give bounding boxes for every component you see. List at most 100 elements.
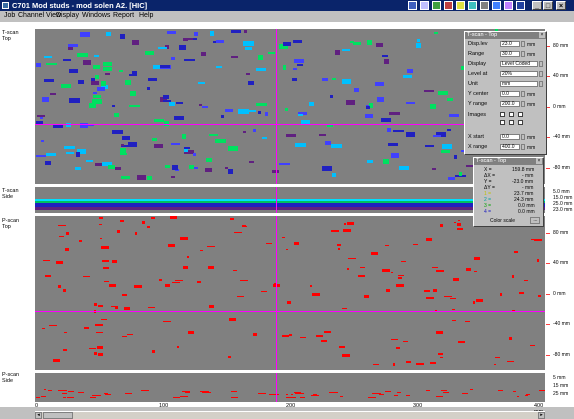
tscan-indication [75,167,81,170]
toolbar-icon-5[interactable] [456,1,465,10]
pscan-indication [42,328,45,329]
tscan-indication [202,106,208,108]
image-5-checkbox[interactable] [509,120,514,125]
pscan-indication [63,349,67,351]
disp-lev-input[interactable]: 23.0 [500,41,520,47]
unit-select[interactable]: mm [500,81,538,87]
menu-job[interactable]: Job [4,12,16,19]
toolbar-icon-10[interactable] [516,1,525,10]
menu-windows[interactable]: Windows [82,12,111,19]
menu-channel-view[interactable]: Channel View [18,12,62,19]
toolbar-icon-8[interactable] [492,1,501,10]
image-2-checkbox[interactable] [509,112,514,117]
pscan-indication [112,260,117,263]
minimize-button[interactable]: _ [532,1,542,10]
pscan-indication [64,332,67,333]
tscan-indication [44,79,54,82]
pscan-side-indication [397,392,401,393]
disp-lev-spinner[interactable] [521,41,525,47]
toolbar-icon-2[interactable] [420,1,429,10]
tscan-indication [45,161,51,165]
maximize-button[interactable]: □ [543,1,553,10]
pscan-indication [436,331,443,334]
pscan-indication [440,224,443,227]
range-input[interactable]: 30.0 [500,51,520,57]
toolbar-icon-9[interactable] [504,1,513,10]
pscan-side-indication [300,397,305,398]
pscan-indication [56,261,63,264]
toolbar-icon-3[interactable] [432,1,441,10]
tscan-indication [225,109,233,112]
tscan-indication [93,92,97,94]
color-scale-button[interactable]: ... [530,217,540,224]
menu-help[interactable]: Help [139,12,154,19]
toolbar-icon-1[interactable] [408,1,417,10]
image-4-checkbox[interactable] [500,120,505,125]
x-range-input[interactable]: 400.0 [500,144,520,150]
image-3-checkbox[interactable] [518,112,523,117]
pscan-indication [338,248,340,250]
pscan-side-indication [426,390,430,391]
image-1-checkbox[interactable] [500,112,505,117]
tscan-top-pane[interactable] [35,29,545,184]
x-start-spinner[interactable] [521,134,525,140]
tscan-indication [186,38,196,40]
tscan-indication [244,30,247,33]
pscan-top-pane[interactable] [35,216,545,370]
y-center-spinner[interactable] [521,91,525,97]
pscan-indication [413,244,418,245]
pscan-side-indication [104,393,108,394]
display-select[interactable]: Level Coded [500,61,538,67]
pscan-side-pane[interactable] [35,373,545,402]
pscan-side-indication [41,396,46,397]
pscan-indication [94,352,97,355]
level-at-select[interactable]: 20% [500,71,538,77]
label-pscan-side: P-scan Side [2,372,20,384]
tscan-indication [201,52,206,56]
pscan-indication [135,232,137,235]
tscan-indication [198,82,205,84]
y-range-input[interactable]: 200.0 [500,101,520,107]
tscan-indication [238,109,249,114]
tscan-indication [36,121,43,124]
x-range-unit: mm [527,145,536,151]
toolbar-icon-7[interactable] [480,1,489,10]
ruler-label: 5.0 mm [553,189,570,195]
pscan-indication [440,357,443,358]
pscan-side-indication [173,397,180,398]
pscan-indication [294,242,299,245]
scroll-left-button[interactable]: ◂ [35,412,42,419]
level-at-dropdown-icon[interactable] [539,71,543,77]
display-dropdown-icon[interactable] [539,61,543,67]
ruler-pscan-side: 5 mm 15 mm 25 mm [546,373,574,402]
toolbar-icon-6[interactable] [468,1,477,10]
menu-report[interactable]: Report [113,12,135,19]
scroll-right-button[interactable]: ▸ [538,412,545,419]
horizontal-scrollbar[interactable]: ◂ ▸ [35,411,545,419]
tscan-side-pane[interactable] [35,187,545,213]
close-button[interactable]: × [556,1,566,10]
menu-display[interactable]: Display [56,12,79,19]
panel-close-button[interactable]: × [539,32,545,38]
pscan-indication [391,339,398,340]
pscan-indication [331,230,339,232]
y-range-spinner[interactable] [521,101,525,107]
ruler-tick [546,294,550,295]
unit-dropdown-icon[interactable] [539,81,543,87]
toolbar-icon-4[interactable] [444,1,453,10]
readout-close-button[interactable]: × [536,158,542,164]
range-spinner[interactable] [521,51,525,57]
tscan-indication [175,169,179,171]
y-center-input[interactable]: 0.0 [500,91,520,97]
scroll-thumb[interactable] [43,412,73,419]
display-label: Display [468,61,487,67]
tscan-indication [63,59,71,61]
tscan-indication [298,112,307,115]
image-6-checkbox[interactable] [518,120,523,125]
pscan-side-indication [78,392,84,393]
x-range-spinner[interactable] [521,144,525,150]
pscan-indication [170,216,177,219]
tscan-indication [448,177,455,180]
x-start-input[interactable]: 0.0 [500,134,520,140]
tscan-indication [129,105,140,107]
